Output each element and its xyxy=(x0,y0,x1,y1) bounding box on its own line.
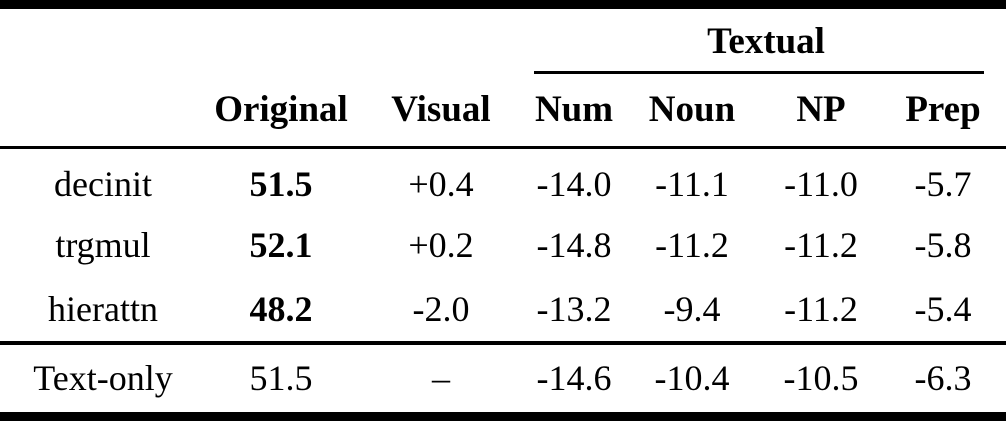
cell-num: -13.2 xyxy=(526,277,622,345)
cell-prep: -5.4 xyxy=(880,277,1006,345)
cell-prep: -6.3 xyxy=(880,342,1006,421)
cell-np: -11.2 xyxy=(784,225,858,265)
table-row-text-only: Text-only 51.5 – -14.6 -10.4 -10.5 -6.3 xyxy=(0,342,1006,421)
cell-noun: -10.4 xyxy=(622,342,762,421)
cell-prep: -5.7 xyxy=(914,163,972,204)
table-row-trgmul: trgmul 52.1 +0.2 -14.8 -11.2 -11.2 -5.8 xyxy=(0,213,1006,278)
row-label: trgmul xyxy=(55,225,151,265)
group-header-textual: Textual xyxy=(526,0,1006,74)
cell-original: 52.1 xyxy=(249,225,313,265)
cell-original: 51.5 xyxy=(249,163,313,204)
row-label: decinit xyxy=(54,163,152,204)
group-header-label: Textual xyxy=(707,20,825,62)
col-header-empty xyxy=(0,73,206,149)
cell-noun: -11.2 xyxy=(655,225,729,265)
results-table: Textual Original Visual Num Noun NP Prep… xyxy=(0,0,1006,421)
cell-original: 48.2 xyxy=(206,277,356,345)
cell-noun: -11.1 xyxy=(655,163,729,204)
cell-np: -11.0 xyxy=(784,163,858,204)
cell-num: -14.8 xyxy=(536,225,612,265)
cell-original: 51.5 xyxy=(206,342,356,421)
cell-num: -14.0 xyxy=(536,163,612,204)
col-header-visual: Visual xyxy=(356,73,526,149)
cell-np: -10.5 xyxy=(762,342,880,421)
col-header-prep: Prep xyxy=(880,73,1006,149)
table-row-hierattn: hierattn 48.2 -2.0 -13.2 -9.4 -11.2 -5.4 xyxy=(0,277,1006,345)
group-header-spacer xyxy=(0,0,526,74)
textual-underline-rule xyxy=(534,70,985,74)
cell-visual: +0.2 xyxy=(408,225,474,265)
col-header-original: Original xyxy=(206,73,356,149)
col-header-np: NP xyxy=(762,73,880,149)
cell-np: -11.2 xyxy=(762,277,880,345)
cell-visual: +0.4 xyxy=(408,163,474,204)
row-label: hierattn xyxy=(0,277,206,345)
table-row-decinit: decinit 51.5 +0.4 -14.0 -11.1 -11.0 -5.7 xyxy=(0,148,1006,213)
cell-visual: – xyxy=(356,342,526,421)
cell-visual: -2.0 xyxy=(356,277,526,345)
row-label: Text-only xyxy=(0,342,206,421)
col-header-noun: Noun xyxy=(622,73,762,149)
cell-num: -14.6 xyxy=(526,342,622,421)
cell-prep: -5.8 xyxy=(914,225,972,265)
group-header-row: Textual xyxy=(0,0,1006,74)
cell-noun: -9.4 xyxy=(622,277,762,345)
column-header-row: Original Visual Num Noun NP Prep xyxy=(0,73,1006,149)
col-header-num: Num xyxy=(526,73,622,149)
